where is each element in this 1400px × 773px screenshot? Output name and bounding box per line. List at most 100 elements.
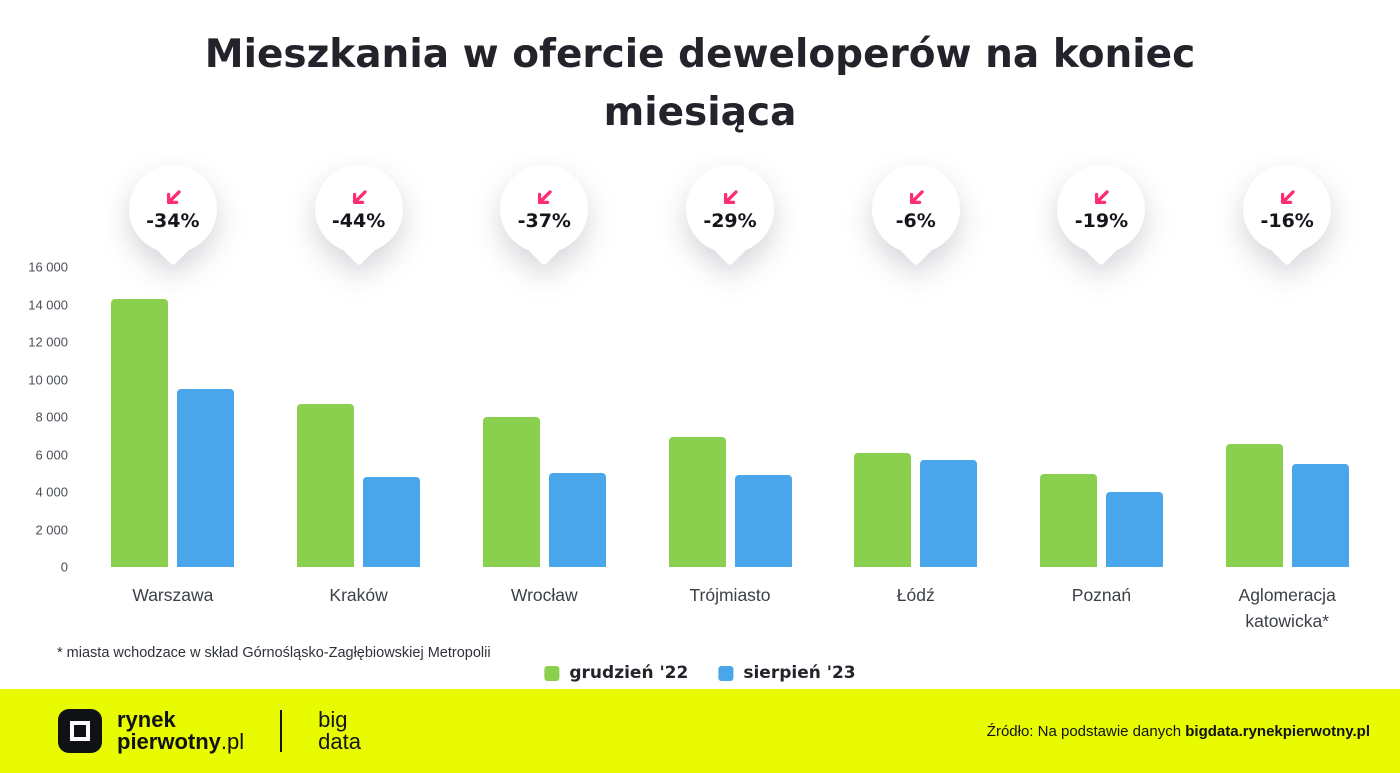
plot-groups — [80, 267, 1380, 568]
bar — [1039, 473, 1097, 568]
category-cell: Warszawa — [80, 583, 266, 608]
source-prefix: Źródło: Na podstawie danych — [986, 722, 1186, 740]
rynekpierwotny-logo-icon — [58, 709, 102, 753]
legend-label: grudzień '22 — [569, 663, 689, 684]
footer-bar: rynek pierwotny.pl big data Źródło: Na p… — [0, 689, 1400, 773]
y-tick-label: 8 000 — [35, 409, 68, 425]
badge-cell: -34% — [80, 165, 266, 254]
chart-title: Mieszkania w ofercie deweloperów na koni… — [204, 32, 1196, 135]
bar — [668, 437, 726, 568]
y-tick-label: 6 000 — [35, 447, 68, 463]
bar-group — [451, 267, 637, 568]
bar — [1105, 491, 1163, 568]
categories-row: Warszawa Kraków Wrocław Trójmiasto Łódź Pozna… — [0, 583, 1400, 639]
badge-percent: -44% — [331, 209, 386, 232]
category-label: Aglomeracja katowicka* — [1238, 585, 1336, 631]
category-label: Poznań — [1071, 585, 1132, 606]
bar — [920, 459, 978, 568]
category-cell: Wrocław — [451, 583, 637, 608]
legend: grudzień '22 sierpień '23 — [544, 663, 856, 684]
change-badge: -19% — [1057, 165, 1146, 254]
bar-chart: 0 2 000 4 000 6 000 8 000 10 000 12 000 14 000 1… — [0, 260, 1400, 575]
bar — [1291, 464, 1349, 568]
badge-cell: -6% — [823, 165, 1009, 254]
decline-arrow-icon — [909, 190, 924, 204]
y-tick-label: 10 000 — [28, 372, 68, 388]
y-tick-label: 2 000 — [35, 522, 68, 538]
y-tick-label: 0 — [60, 559, 68, 575]
y-axis: 0 2 000 4 000 6 000 8 000 10 000 12 000 14 000 1… — [0, 260, 68, 575]
change-badge: -16% — [1243, 165, 1332, 254]
badge-percent: -6% — [895, 209, 936, 232]
legend-swatch — [544, 665, 560, 681]
brand: rynek pierwotny.pl big data — [57, 708, 361, 754]
bigdata-line1: big — [318, 706, 348, 732]
category-label: Wrocław — [510, 585, 578, 606]
legend-label: sierpień '23 — [743, 663, 856, 684]
chart-footer-area: * miasta wchodzace w skład Górnośląsko-Z… — [0, 639, 1400, 701]
bar — [363, 476, 421, 568]
change-badge: -34% — [128, 165, 217, 254]
bar-group — [1009, 267, 1195, 568]
category-label: Warszawa — [132, 585, 214, 606]
category-label: Łódź — [896, 585, 935, 606]
brand-wordmark: rynek pierwotny.pl — [117, 706, 245, 754]
bar — [177, 389, 235, 568]
decline-arrow-icon — [538, 190, 552, 204]
change-badge: -44% — [314, 165, 403, 254]
footer-divider — [280, 710, 283, 752]
category-label: Kraków — [329, 585, 388, 606]
bar — [734, 474, 792, 568]
badge-cell: -19% — [1009, 165, 1195, 254]
brand-line2-light: .pl — [220, 729, 245, 754]
decline-arrow-icon — [1095, 190, 1110, 204]
category-cell: Aglomeracja katowicka* — [1194, 583, 1380, 634]
legend-swatch — [718, 665, 734, 681]
badges-row: -34% -44% -37% -29% -6% -19% -16% — [0, 165, 1400, 261]
bar — [111, 299, 169, 568]
badge-percent: -16% — [1260, 209, 1314, 232]
y-tick-label: 16 000 — [28, 259, 68, 275]
bigdata-wordmark: big data — [318, 706, 361, 754]
brand-line2-bold: pierwotny — [117, 729, 221, 754]
badge-cell: -16% — [1194, 165, 1380, 254]
y-tick-label: 12 000 — [28, 334, 68, 350]
badge-cell: -37% — [451, 165, 637, 254]
bar — [482, 416, 540, 568]
badge-cell: -29% — [637, 165, 823, 254]
category-cell: Łódź — [823, 583, 1009, 608]
badge-cell: -44% — [266, 165, 452, 254]
bar — [548, 472, 606, 568]
bar-group — [1194, 267, 1380, 568]
change-badge: -37% — [500, 165, 589, 254]
category-label: Trójmiasto — [689, 585, 771, 606]
source-link: bigdata.rynekpierwotny.pl — [1185, 722, 1370, 740]
badge-percent: -34% — [146, 209, 200, 232]
bar — [854, 453, 912, 568]
bigdata-line2: data — [318, 729, 361, 754]
brand-line1: rynek — [117, 706, 176, 732]
bar-group — [823, 267, 1009, 568]
badge-percent: -29% — [703, 209, 757, 232]
bar-group — [266, 267, 452, 568]
decline-arrow-icon — [166, 190, 181, 204]
bar — [1225, 443, 1283, 568]
decline-arrow-icon — [723, 190, 738, 204]
category-cell: Trójmiasto — [637, 583, 823, 608]
legend-item-grudzien: grudzień '22 — [544, 663, 688, 683]
bar-group — [80, 267, 266, 568]
change-badge: -29% — [686, 165, 775, 254]
badge-percent: -19% — [1074, 209, 1129, 232]
y-tick-label: 4 000 — [35, 484, 68, 500]
source-note: Źródło: Na podstawie danych bigdata.ryne… — [987, 723, 1370, 740]
footnote: * miasta wchodzace w skład Górnośląsko-Z… — [57, 645, 491, 662]
badge-percent: -37% — [517, 209, 571, 232]
legend-item-sierpien: sierpień '23 — [718, 663, 856, 684]
category-cell: Poznań — [1009, 583, 1195, 608]
decline-arrow-icon — [352, 190, 367, 204]
decline-arrow-icon — [1281, 190, 1295, 204]
bar — [297, 404, 355, 568]
bar-group — [637, 267, 823, 568]
change-badge: -6% — [871, 165, 960, 254]
